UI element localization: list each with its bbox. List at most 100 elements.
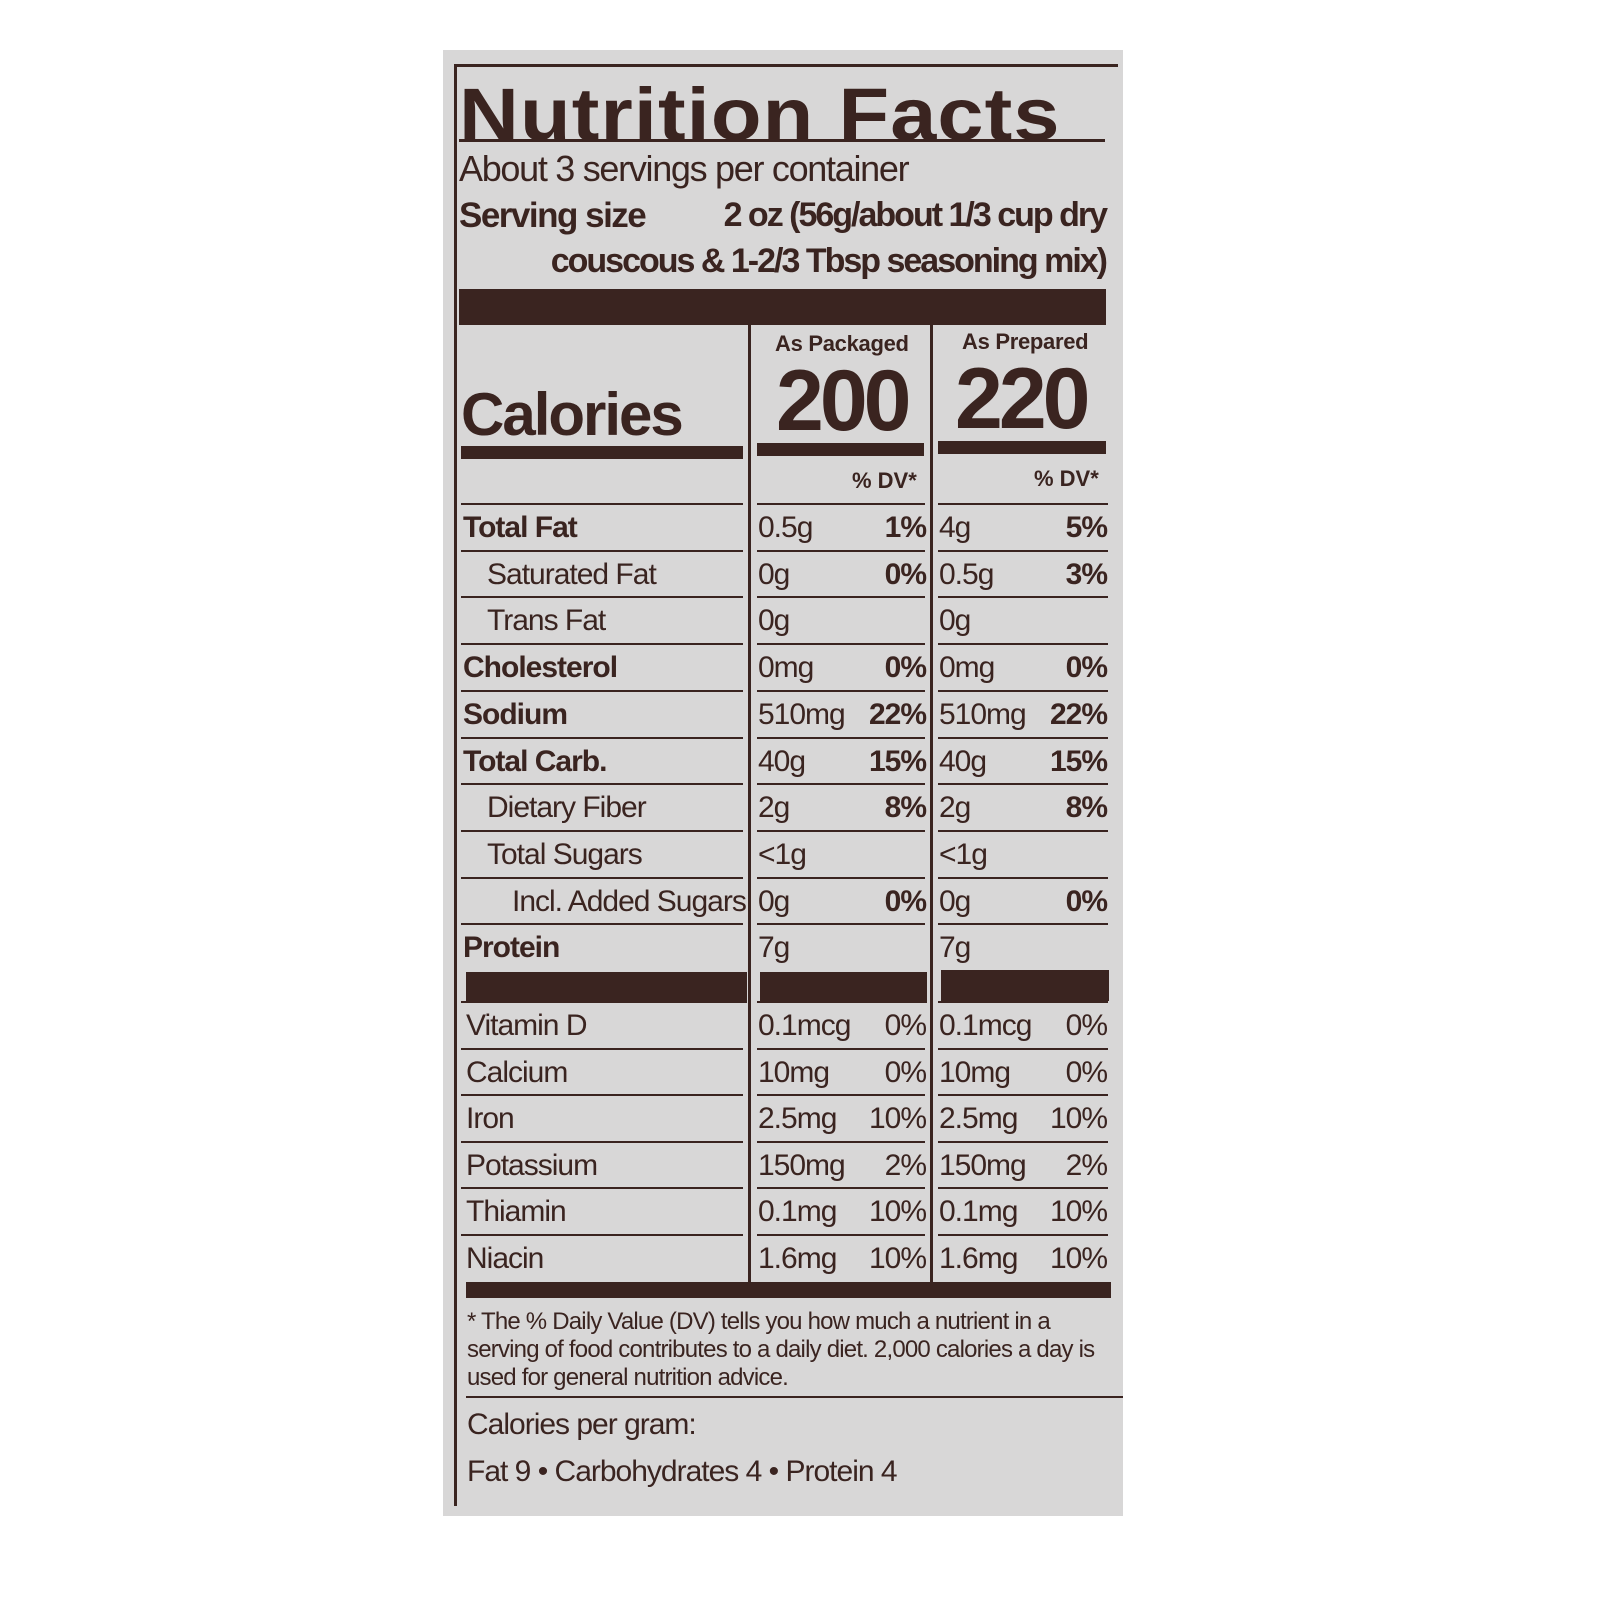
row-divider xyxy=(757,736,925,739)
vitamin-row: Vitamin D 0.1mcg 0% 0.1mcg 0% xyxy=(0,1003,1600,1050)
label-title: Nutrition Facts xyxy=(459,73,1061,156)
amount-packaged: 0.1mcg xyxy=(758,1009,851,1042)
nutrient-name: Protein xyxy=(463,931,560,965)
amount-packaged: 510mg xyxy=(758,697,846,731)
amount-packaged: 0g xyxy=(758,557,790,591)
dv-packaged: 0% xyxy=(884,1009,927,1042)
amount-prepared: 2g xyxy=(939,791,971,825)
amount-packaged: 40g xyxy=(758,744,806,778)
serving-size-value-line1: 2 oz (56g/about 1/3 cup dry xyxy=(723,196,1108,234)
amount-prepared: 0.1mg xyxy=(939,1195,1018,1228)
amount-packaged: 0.1mg xyxy=(758,1195,837,1228)
amount-prepared: 10mg xyxy=(939,1055,1011,1089)
thick-divider-vitamins-label xyxy=(466,972,747,1003)
nutrient-name: Thiamin xyxy=(466,1195,567,1228)
row-divider xyxy=(938,783,1108,786)
thick-divider-bottom xyxy=(466,1282,1111,1298)
nutrient-row: Total Sugars <1g <1g xyxy=(0,832,1600,879)
amount-packaged: 10mg xyxy=(758,1055,830,1089)
dv-packaged: 0% xyxy=(884,651,927,685)
row-divider xyxy=(938,1001,1108,1003)
row-divider xyxy=(938,923,1108,926)
thick-divider-vitamins-packaged xyxy=(760,972,927,1003)
dv-prepared: 15% xyxy=(1049,744,1108,778)
amount-packaged: 2g xyxy=(758,791,790,825)
dv-header-prepared: % DV* xyxy=(1034,466,1099,491)
amount-prepared: 510mg xyxy=(939,697,1027,731)
vitamin-row: Niacin 1.6mg 10% 1.6mg 10% xyxy=(0,1236,1600,1283)
amount-prepared: 1.6mg xyxy=(939,1241,1018,1275)
nutrient-row: Trans Fat 0g 0g xyxy=(0,598,1600,645)
row-divider xyxy=(938,549,1108,552)
thick-divider-top xyxy=(459,289,1106,325)
dv-packaged: 8% xyxy=(884,791,927,825)
nutrient-row: Dietary Fiber 2g 8% 2g 8% xyxy=(0,785,1600,832)
amount-prepared: 40g xyxy=(939,744,987,778)
row-divider xyxy=(461,1233,743,1236)
column-heading-prepared: As Prepared xyxy=(962,329,1089,354)
nutrient-name: Calcium xyxy=(466,1055,568,1089)
amount-packaged: 2.5mg xyxy=(758,1102,837,1135)
nutrient-row: Cholesterol 0mg 0% 0mg 0% xyxy=(0,645,1600,692)
dv-packaged: 0% xyxy=(884,557,927,591)
dv-packaged: 0% xyxy=(884,884,927,918)
calories-prepared: 220 xyxy=(955,351,1090,447)
amount-prepared: 0.5g xyxy=(939,557,994,591)
row-divider xyxy=(461,829,743,832)
dv-packaged: 2% xyxy=(884,1148,927,1182)
dv-header-packaged: % DV* xyxy=(852,468,917,493)
vitamin-row: Iron 2.5mg 10% 2.5mg 10% xyxy=(0,1096,1600,1143)
row-divider xyxy=(938,643,1108,646)
row-divider xyxy=(757,876,925,879)
row-divider xyxy=(938,829,1108,832)
amount-prepared: 0g xyxy=(939,884,971,918)
row-divider xyxy=(938,1140,1108,1143)
row-divider xyxy=(461,503,743,505)
amount-packaged: 150mg xyxy=(758,1148,846,1182)
row-divider xyxy=(938,689,1108,692)
row-divider xyxy=(461,1187,743,1189)
row-divider xyxy=(938,736,1108,739)
amount-prepared: 0mg xyxy=(939,651,995,685)
dv-prepared: 0% xyxy=(1065,884,1108,918)
dv-prepared: 10% xyxy=(1049,1102,1108,1135)
row-divider xyxy=(757,1140,925,1143)
row-divider xyxy=(938,1047,1108,1050)
vitamin-row: Thiamin 0.1mg 10% 0.1mg 10% xyxy=(0,1189,1600,1236)
row-divider xyxy=(757,643,925,646)
dv-packaged: 15% xyxy=(868,744,927,778)
row-divider xyxy=(757,1233,925,1236)
row-divider xyxy=(757,1187,925,1189)
row-divider xyxy=(757,829,925,832)
row-divider xyxy=(938,503,1108,505)
vitamin-row: Potassium 150mg 2% 150mg 2% xyxy=(0,1143,1600,1190)
nutrient-row: Incl. Added Sugars 0g 0% 0g 0% xyxy=(0,879,1600,926)
nutrient-name: Dietary Fiber xyxy=(487,791,647,825)
nutrition-label-border xyxy=(454,64,1118,1506)
calories-bar-prepared xyxy=(938,441,1106,454)
calories-per-gram-values: Fat 9 • Carbohydrates 4 • Protein 4 xyxy=(467,1455,898,1488)
row-divider xyxy=(461,643,743,646)
nutrient-name: Incl. Added Sugars xyxy=(512,884,747,918)
amount-prepared: <1g xyxy=(939,837,988,871)
row-divider xyxy=(757,1047,925,1050)
nutrient-name: Trans Fat xyxy=(487,604,606,638)
amount-packaged: 0g xyxy=(758,884,790,918)
nutrient-name: Total Carb. xyxy=(463,744,607,778)
amount-prepared: 4g xyxy=(939,511,971,544)
row-divider xyxy=(757,596,925,599)
row-divider xyxy=(757,1094,925,1096)
serving-size-value-line2: couscous & 1-2/3 Tbsp seasoning mix) xyxy=(550,242,1108,280)
row-divider xyxy=(461,923,743,926)
row-divider xyxy=(461,596,743,599)
calories-bar-label xyxy=(461,446,743,459)
dv-prepared: 22% xyxy=(1049,697,1108,731)
dv-prepared: 3% xyxy=(1065,557,1108,591)
amount-prepared: 150mg xyxy=(939,1148,1027,1182)
nutrient-name: Total Fat xyxy=(463,511,578,544)
daily-value-footnote: * The % Daily Value (DV) tells you how m… xyxy=(467,1308,1095,1391)
title-divider xyxy=(459,139,1105,142)
row-divider xyxy=(757,689,925,692)
calories-packaged: 200 xyxy=(776,353,911,449)
row-divider xyxy=(461,876,743,879)
